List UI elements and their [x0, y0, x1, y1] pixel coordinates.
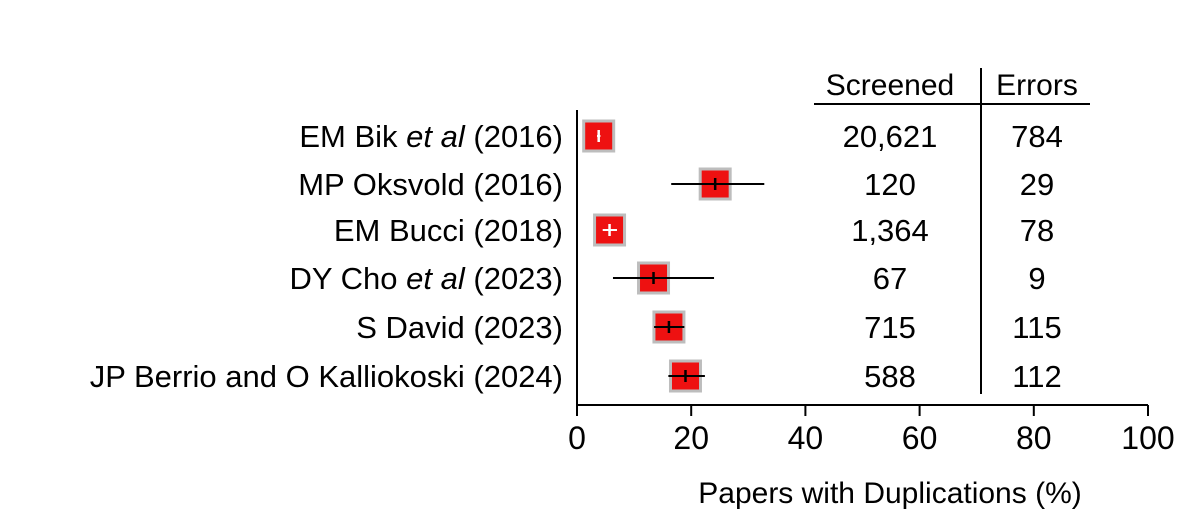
study-row: EM Bik et al (2016) 20,621 784 — [299, 119, 1063, 154]
study-row: JP Berrio and O Kalliokoski (2024) 588 112 — [90, 359, 1062, 394]
study-row: DY Cho et al (2023) 67 9 — [290, 261, 1046, 296]
x-tick-label: 40 — [788, 420, 824, 456]
x-axis-ticks: 0 20 40 60 80 100 — [568, 405, 1175, 456]
errors-header: Errors — [996, 69, 1078, 102]
x-tick-label: 80 — [1016, 420, 1052, 456]
study-label: S David (2023) — [356, 310, 563, 345]
screened-value: 1,364 — [851, 213, 929, 248]
screened-value: 715 — [864, 310, 916, 345]
study-label: MP Oksvold (2016) — [298, 167, 563, 202]
errors-value: 29 — [1020, 167, 1054, 202]
screened-value: 20,621 — [843, 119, 938, 154]
errors-value: 784 — [1011, 119, 1063, 154]
errors-value: 78 — [1020, 213, 1054, 248]
x-tick-label: 20 — [673, 420, 709, 456]
x-tick-label: 60 — [902, 420, 938, 456]
x-tick-label: 100 — [1121, 420, 1174, 456]
study-rows: EM Bik et al (2016) 20,621 784 MP Oksvold (… — [90, 119, 1063, 394]
study-label: EM Bucci (2018) — [334, 213, 563, 248]
screened-header: Screened — [826, 69, 954, 102]
errors-value: 9 — [1028, 261, 1045, 296]
study-label: DY Cho et al (2023) — [290, 261, 563, 296]
errors-value: 115 — [1012, 310, 1061, 345]
screened-value: 588 — [864, 359, 916, 394]
study-row: S David (2023) 715 115 — [356, 310, 1061, 345]
x-axis-label: Papers with Duplications (%) — [698, 477, 1081, 510]
errors-value: 112 — [1012, 359, 1061, 394]
study-row: MP Oksvold (2016) 120 29 — [298, 167, 1054, 202]
screened-value: 67 — [873, 261, 907, 296]
study-label: JP Berrio and O Kalliokoski (2024) — [90, 359, 563, 394]
study-row: EM Bucci (2018) 1,364 78 — [334, 213, 1054, 248]
study-label: EM Bik et al (2016) — [299, 119, 563, 154]
screened-value: 120 — [864, 167, 916, 202]
x-tick-label: 0 — [568, 420, 586, 456]
